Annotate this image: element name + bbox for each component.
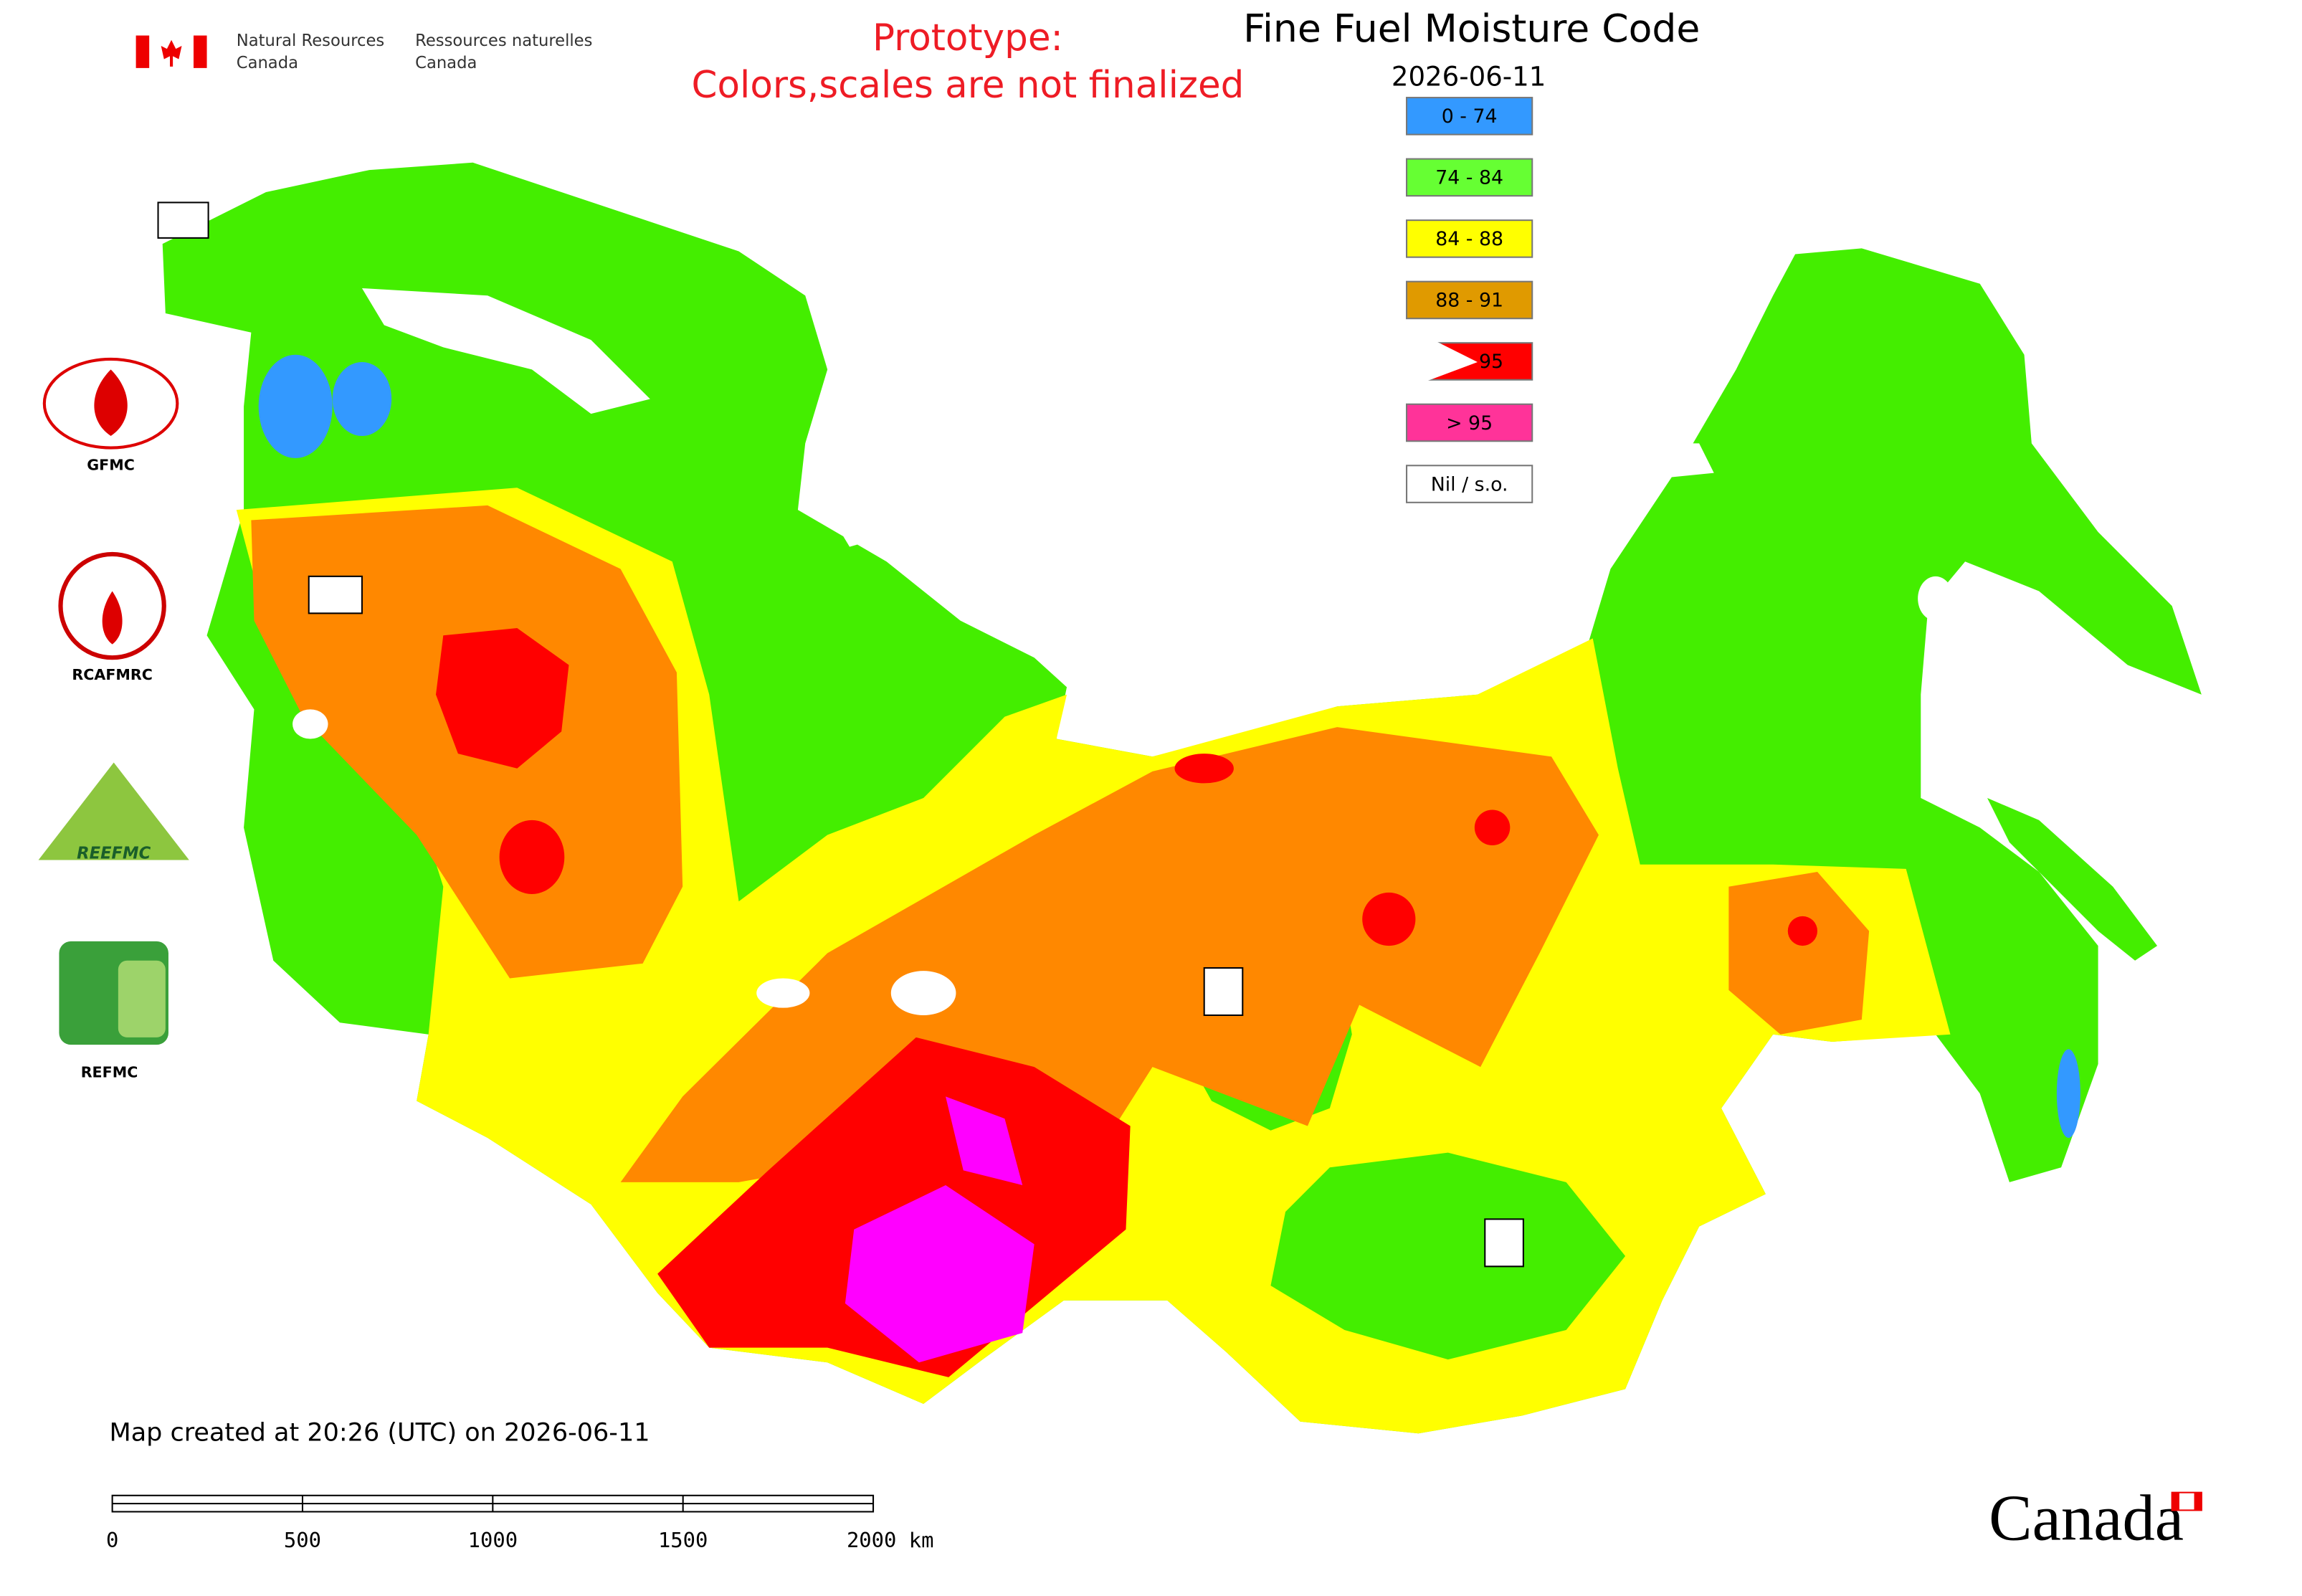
gfmc-logo bbox=[42, 357, 179, 450]
scale-label: 0 bbox=[106, 1528, 118, 1552]
station-icon bbox=[1484, 1218, 1524, 1268]
legend-swatch bbox=[1406, 465, 1533, 503]
map-title: Fine Fuel Moisture Code bbox=[1243, 6, 1700, 51]
zone-red bbox=[1362, 892, 1416, 946]
station-icon bbox=[308, 575, 363, 614]
zone-magenta bbox=[946, 1096, 1023, 1185]
zone-blue bbox=[332, 362, 392, 437]
reefmc-logo-text: REEFMC bbox=[77, 845, 151, 863]
rcafmrc-logo-flame bbox=[102, 591, 123, 645]
agency-fr: Ressources naturelles bbox=[415, 32, 592, 50]
zone-magenta bbox=[845, 1184, 1035, 1363]
map bbox=[162, 103, 2202, 1434]
scale-label: 1000 bbox=[468, 1528, 518, 1552]
zone-red bbox=[499, 820, 565, 894]
scale-label: 2000 km bbox=[847, 1528, 934, 1552]
created-note: Map created at 20:26 (UTC) on 2026-06-11 bbox=[110, 1418, 650, 1448]
maple-leaf bbox=[161, 39, 182, 67]
wordmark-flag bbox=[2194, 1492, 2202, 1511]
legend-label: 0 - 74 bbox=[1442, 105, 1498, 128]
zone-blue bbox=[258, 354, 333, 458]
kamchatka-green bbox=[1987, 798, 2158, 961]
agency-fr: Canada bbox=[415, 54, 477, 72]
zone-orange-central bbox=[620, 727, 1599, 1182]
station-icon bbox=[1203, 966, 1244, 1016]
legend-swatch bbox=[1406, 280, 1533, 320]
lake bbox=[756, 978, 810, 1008]
partner-label: GFMC bbox=[87, 456, 135, 473]
zone-red bbox=[1474, 809, 1511, 845]
refmc-logo bbox=[118, 960, 166, 1037]
legend-swatch bbox=[1406, 403, 1533, 442]
prototype-notice: Colors,scales are not finalized bbox=[692, 64, 1245, 107]
partner-label: REFMC bbox=[81, 1064, 138, 1081]
gfmc-logo-flame bbox=[94, 369, 128, 437]
reefmc-logo bbox=[38, 762, 189, 860]
legend-label: 88 - 91 bbox=[1435, 290, 1503, 312]
zone-blue bbox=[2056, 1049, 2080, 1139]
zone-green-south bbox=[1270, 1152, 1626, 1360]
station-icon bbox=[157, 201, 209, 239]
agency-en: Natural Resources bbox=[237, 32, 384, 50]
canada-wordmark: Canada bbox=[1989, 1482, 2184, 1554]
gov-header: Natural Resources Canada Ressources natu… bbox=[135, 32, 592, 72]
legend-label: 84 - 88 bbox=[1435, 228, 1503, 250]
flag-bar bbox=[193, 35, 207, 68]
zone-orange-east bbox=[1728, 872, 1870, 1035]
lake bbox=[890, 971, 956, 1015]
legend-swatch bbox=[1406, 97, 1533, 136]
map-date: 2026-06-11 bbox=[1392, 62, 1546, 92]
legend-swatch bbox=[1406, 219, 1533, 258]
partner-label: RCAFMRC bbox=[72, 666, 152, 683]
flag-bar bbox=[135, 35, 150, 68]
scale-bar: 0 500 1000 1500 2000 km bbox=[106, 1494, 934, 1552]
agency-en: Canada bbox=[237, 54, 298, 72]
lake bbox=[292, 709, 328, 739]
scale-label: 500 bbox=[284, 1528, 321, 1552]
lake bbox=[1918, 576, 1954, 621]
legend-label: Nil / s.o. bbox=[1431, 473, 1508, 495]
partner-logos: GFMC RCAFMRC REEFMC REFMC bbox=[38, 357, 189, 1081]
scale-label: 1500 bbox=[658, 1528, 708, 1552]
zone-red-west bbox=[435, 627, 569, 769]
legend-swatch bbox=[1406, 158, 1533, 197]
wordmark-flag bbox=[2172, 1492, 2179, 1511]
arctic-islands bbox=[827, 103, 1921, 547]
legend-label: 74 - 84 bbox=[1435, 167, 1503, 189]
prototype-notice: Prototype: bbox=[872, 16, 1063, 60]
zone-red bbox=[1174, 754, 1234, 784]
zone-red bbox=[1787, 916, 1817, 946]
legend-label: > 95 bbox=[1446, 412, 1493, 434]
white-sea bbox=[361, 288, 650, 414]
